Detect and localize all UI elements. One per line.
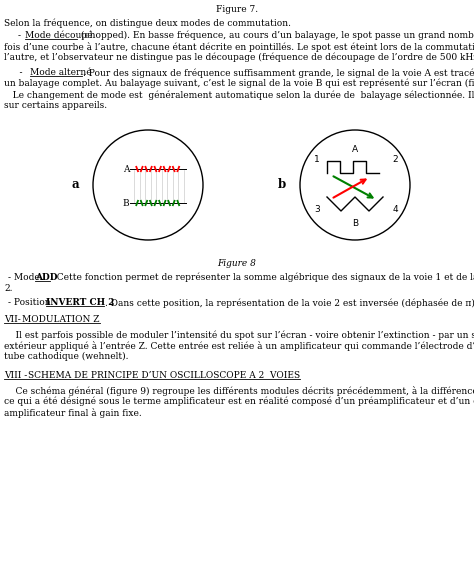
Text: . Dans cette position, la représentation de la voie 2 est inversée (déphasée de : . Dans cette position, la représentation… [105,298,474,308]
Text: un balayage complet. Au balayage suivant, c’est le signal de la voie B qui est r: un balayage complet. Au balayage suivant… [4,79,474,89]
Text: -: - [18,31,24,40]
Text: Le changement de mode est  généralement automatique selon la durée de  balayage : Le changement de mode est généralement a… [4,90,474,99]
Text: Selon la fréquence, on distingue deux modes de commutation.: Selon la fréquence, on distingue deux mo… [4,18,291,28]
Text: Mode alterné: Mode alterné [30,68,91,77]
Text: - Mode: - Mode [8,273,43,282]
Text: Ce schéma général (figure 9) regroupe les différents modules décrits précédemmen: Ce schéma général (figure 9) regroupe le… [4,386,474,396]
Text: a: a [71,179,79,192]
Text: tube cathodique (wehnelt).: tube cathodique (wehnelt). [4,352,128,361]
Text: 2.: 2. [4,284,12,293]
Text: ce qui a été désigné sous le terme amplificateur est en réalité composé d’un pré: ce qui a été désigné sous le terme ampli… [4,397,474,406]
Text: (chopped). En basse fréquence, au cours d’un balayage, le spot passe un grand no: (chopped). En basse fréquence, au cours … [78,31,474,41]
Text: 4: 4 [392,205,398,213]
Text: SCHEMA DE PRINCIPE D’UN OSCILLOSCOPE A 2  VOIES: SCHEMA DE PRINCIPE D’UN OSCILLOSCOPE A 2… [28,371,300,380]
Text: b: b [278,179,286,192]
Text: . Cette fonction permet de représenter la somme algébrique des signaux de la voi: . Cette fonction permet de représenter l… [51,273,474,282]
Text: ADD: ADD [35,273,57,282]
Text: MODULATION Z: MODULATION Z [22,315,100,324]
Text: A: A [123,165,129,173]
Text: Mode découpé: Mode découpé [25,31,92,41]
Text: l’autre, et l’observateur ne distingue pas le découpage (fréquence de découpage : l’autre, et l’observateur ne distingue p… [4,53,474,62]
Text: B: B [123,199,129,208]
Text: VIII -: VIII - [4,371,30,380]
Text: . Pour des signaux de fréquence suffisamment grande, le signal de la voie A est : . Pour des signaux de fréquence suffisam… [83,68,474,78]
Text: 1: 1 [314,155,320,163]
Text: A: A [352,145,358,153]
Text: amplificateur final à gain fixe.: amplificateur final à gain fixe. [4,408,142,418]
Text: INVERT CH 2: INVERT CH 2 [46,298,115,307]
Text: B: B [352,219,358,228]
Text: fois d’une courbe à l’autre, chacune étant décrite en pointillés. Le spot est ét: fois d’une courbe à l’autre, chacune éta… [4,42,474,52]
Text: sur certains appareils.: sur certains appareils. [4,101,107,110]
Text: VII-: VII- [4,315,24,324]
Text: -: - [8,68,22,77]
Text: 2: 2 [392,155,398,163]
Text: - Position: - Position [8,298,54,307]
Text: 3: 3 [314,205,320,213]
Text: extérieur appliqué à l’entrée Z. Cette entrée est reliée à un amplificateur qui : extérieur appliqué à l’entrée Z. Cette e… [4,341,474,351]
Text: Il est parfois possible de moduler l’intensité du spot sur l’écran - voire obten: Il est parfois possible de moduler l’int… [4,330,474,339]
Text: Figure 7.: Figure 7. [216,5,258,14]
Text: Figure 8: Figure 8 [218,259,256,268]
